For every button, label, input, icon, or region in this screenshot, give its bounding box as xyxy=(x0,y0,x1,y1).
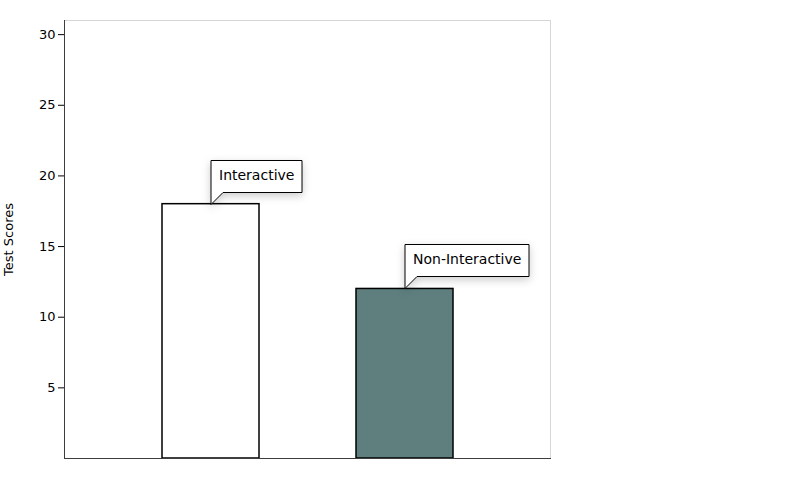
svg-text:5: 5 xyxy=(47,380,55,395)
svg-text:15: 15 xyxy=(39,239,56,254)
svg-text:​Non-Interactive: ​Non-Interactive xyxy=(413,251,521,267)
svg-text:30: 30 xyxy=(39,27,56,42)
svg-text:10: 10 xyxy=(39,309,56,324)
svg-text:20: 20 xyxy=(39,168,56,183)
svg-text:25: 25 xyxy=(39,97,56,112)
svg-text:​Interactive: ​Interactive xyxy=(219,167,294,183)
svg-text:Test Scores: Test Scores xyxy=(1,203,16,277)
